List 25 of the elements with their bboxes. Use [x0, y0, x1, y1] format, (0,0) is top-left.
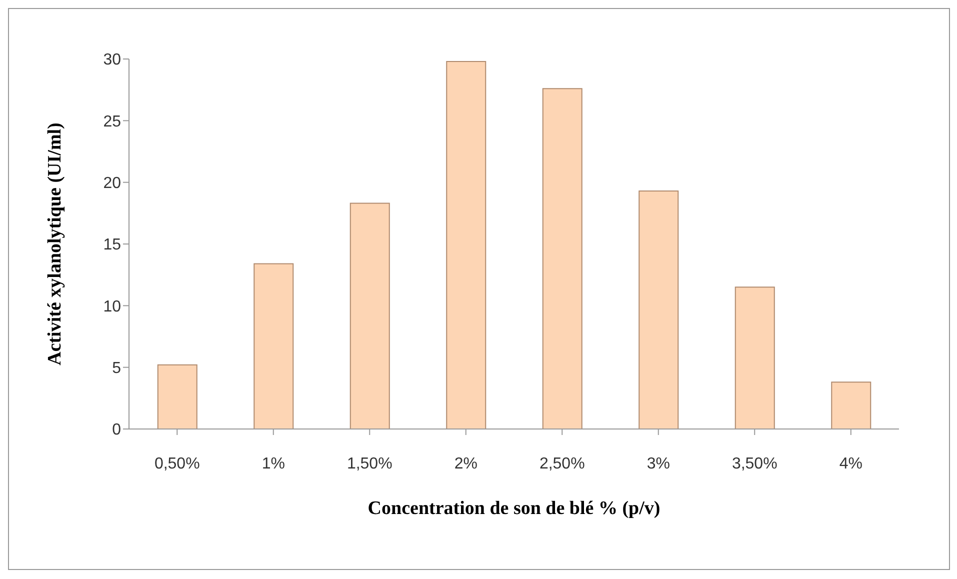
x-tick-label: 1% [262, 455, 285, 472]
bar [350, 202, 390, 429]
y-tick-label: 25 [103, 113, 122, 130]
x-tick-label: 2,50% [539, 455, 585, 472]
bar [157, 364, 198, 429]
y-tick-label: 5 [112, 360, 122, 378]
x-tick-label: 4% [839, 455, 862, 472]
y-tick-label: 30 [103, 52, 122, 69]
x-axis-title: Concentration de son de blé % (p/v) [368, 498, 660, 519]
bar [734, 286, 775, 429]
y-axis-title: Activité xylanolytique (UI/ml) [44, 122, 66, 366]
bar [831, 382, 872, 429]
bar [446, 60, 486, 429]
y-tick-label: 10 [103, 298, 122, 316]
y-tick-label: 0 [112, 422, 122, 439]
x-tick-label: 2% [454, 455, 478, 472]
bar [542, 88, 582, 429]
x-tick-label: 1,50% [346, 455, 392, 472]
x-tick-label: 3,50% [732, 455, 778, 472]
y-tick-label: 20 [103, 175, 122, 192]
y-tick-label: 15 [103, 236, 122, 254]
x-tick-label: 0,50% [154, 455, 200, 472]
bar [254, 263, 294, 429]
x-tick-label: 3% [646, 455, 670, 472]
bar [638, 190, 679, 429]
